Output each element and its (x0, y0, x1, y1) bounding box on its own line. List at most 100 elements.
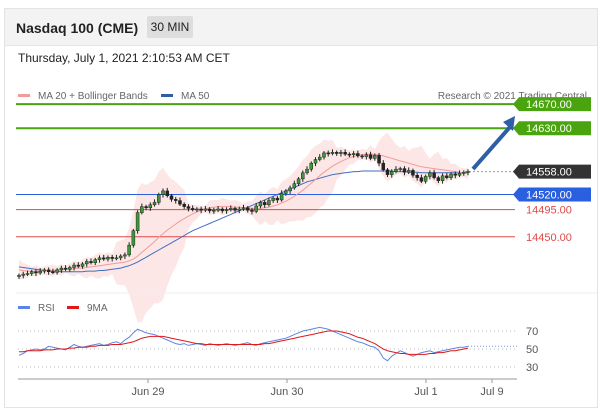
candle (80, 262, 85, 269)
level-tag-2 (513, 164, 591, 179)
candle (466, 169, 470, 176)
candle (267, 197, 271, 207)
candle (106, 255, 110, 262)
candle (101, 254, 106, 261)
candle (229, 205, 233, 212)
candle (351, 151, 356, 158)
candle (140, 203, 144, 215)
candle (144, 204, 148, 211)
candle (212, 207, 216, 214)
candle (21, 271, 25, 279)
candle (55, 268, 59, 275)
candle (449, 172, 453, 181)
level-tag-1 (513, 121, 591, 136)
level-label-0: 14670.00 (526, 99, 572, 111)
ma9-legend-label: 9MA (87, 303, 108, 314)
level-label-4: 14495.00 (526, 205, 572, 217)
candle (313, 157, 318, 167)
ma50-series (18, 170, 468, 273)
ma20-legend-label: MA 20 + Bollinger Bands (38, 91, 148, 102)
candle (258, 200, 263, 209)
candles (17, 149, 470, 279)
candle (347, 152, 352, 158)
candle (59, 265, 64, 273)
level-tag-0 (513, 97, 591, 112)
candle (377, 152, 381, 167)
candle (123, 252, 127, 260)
candle (398, 166, 402, 172)
candle (127, 242, 131, 257)
level-lines (16, 103, 515, 238)
candle (462, 170, 466, 176)
timeframe-badge[interactable]: 30 MIN (147, 16, 193, 38)
candle (343, 149, 347, 156)
candle (68, 265, 72, 272)
ma20-legend-swatch (18, 94, 30, 97)
candle (97, 255, 102, 263)
candle (161, 188, 165, 198)
candle (17, 273, 21, 279)
candle (322, 151, 326, 160)
candle (317, 154, 322, 162)
ma50-legend-label: MA 50 (181, 91, 210, 102)
candle (245, 205, 250, 213)
level-label-3: 14520.00 (526, 190, 572, 202)
candle (199, 206, 203, 214)
candle (390, 169, 394, 178)
x-tick-label: Jul 9 (480, 386, 503, 398)
ma9-legend-swatch (67, 306, 79, 309)
candle (385, 167, 390, 178)
candle (169, 193, 174, 202)
rsi-level-label: 70 (526, 326, 538, 338)
chart-datetime: Thursday, July 1, 2021 2:10:53 AM CET (18, 51, 230, 65)
candle (114, 254, 119, 261)
candle (419, 174, 424, 184)
candle (131, 228, 136, 248)
candle (301, 170, 305, 182)
forecast-arrow (471, 116, 515, 171)
candle (339, 149, 343, 157)
candle (381, 160, 386, 172)
candle (445, 172, 449, 180)
candle (368, 151, 373, 161)
rsi-lines (18, 326, 517, 362)
candle (432, 169, 436, 180)
price-chart: MA 20 + Bollinger Bands MA 50 Research ©… (16, 91, 597, 398)
candle (406, 167, 411, 175)
chart-card: Nasdaq 100 (CME) 30 MIN Thursday, July 1… (4, 8, 598, 408)
candle (148, 202, 153, 211)
candle (402, 166, 407, 176)
level-label-2: 14558.00 (526, 167, 572, 179)
rsi-level-label: 30 (526, 362, 538, 374)
candle (76, 262, 81, 269)
x-tick-label: Jul 1 (414, 386, 437, 398)
level-label-5: 14450.00 (526, 232, 572, 244)
candle (254, 202, 258, 214)
candle (330, 149, 335, 156)
candle (373, 153, 377, 161)
forecast-arrow-head (503, 116, 515, 131)
candle (165, 187, 170, 198)
candle (42, 268, 47, 274)
candle (436, 175, 441, 184)
candle (411, 168, 415, 178)
candle (394, 166, 398, 174)
candle (89, 258, 93, 265)
candle (157, 192, 161, 205)
candle (237, 206, 242, 214)
bollinger-bands (19, 132, 468, 323)
candle (216, 205, 220, 213)
candle (288, 185, 292, 194)
candle (305, 166, 309, 175)
bollinger-band-fill (19, 132, 468, 323)
candle (275, 195, 280, 203)
level-label-1: 14630.00 (526, 123, 572, 135)
candle (292, 180, 297, 190)
candle (178, 197, 182, 206)
candle (457, 170, 462, 178)
candle (440, 173, 445, 184)
candle (296, 177, 301, 187)
candle (46, 267, 51, 275)
ma9-series (19, 330, 469, 355)
candle (241, 204, 246, 211)
